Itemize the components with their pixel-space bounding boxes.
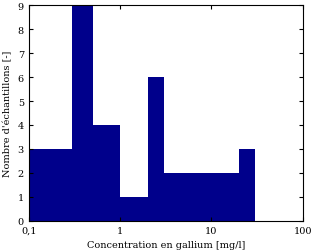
Bar — [93, 125, 120, 221]
Bar — [211, 173, 239, 221]
X-axis label: Concentration en gallium [mg/l]: Concentration en gallium [mg/l] — [87, 240, 245, 249]
Bar — [239, 149, 255, 221]
Bar — [164, 173, 211, 221]
Bar — [72, 6, 93, 221]
Y-axis label: Nombre d'échantillons [-]: Nombre d'échantillons [-] — [3, 51, 12, 177]
Bar — [120, 197, 148, 221]
Bar — [29, 149, 72, 221]
Bar — [148, 78, 164, 221]
